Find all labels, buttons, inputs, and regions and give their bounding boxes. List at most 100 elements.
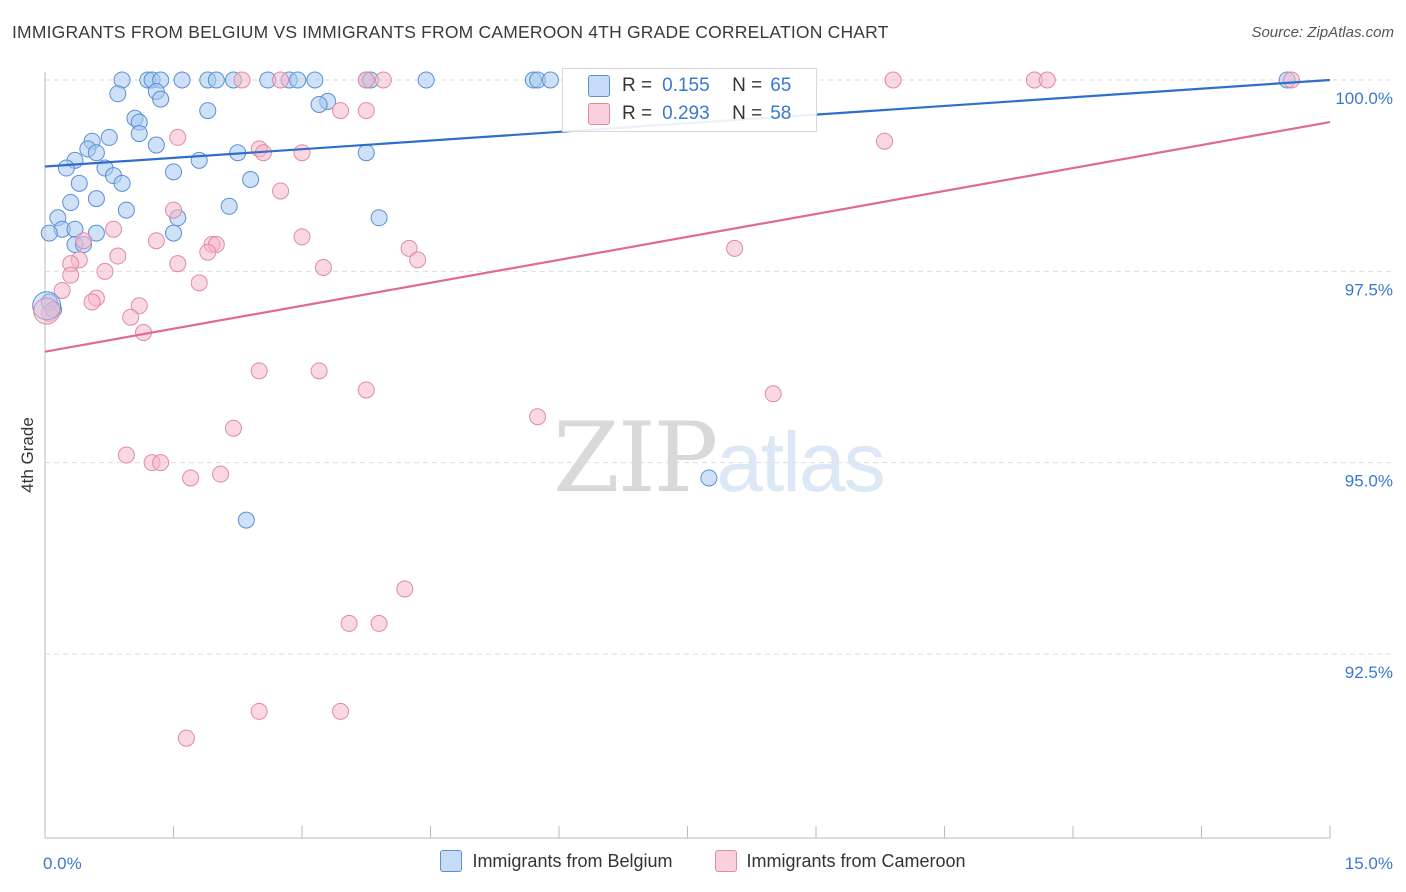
cameroon-point xyxy=(117,446,135,464)
cameroon-point xyxy=(357,71,375,89)
cameroon-point xyxy=(75,232,93,250)
belgium-point xyxy=(165,224,182,242)
belgium-point xyxy=(130,125,148,143)
belgium-point xyxy=(100,128,118,146)
y-tick-label: 100.0% xyxy=(1335,89,1393,108)
belgium-point xyxy=(117,201,135,219)
belgium-point xyxy=(147,136,165,154)
belgium-point xyxy=(62,193,80,211)
cameroon-point xyxy=(357,381,375,399)
belgium-point xyxy=(700,469,718,487)
belgium-point xyxy=(173,71,191,89)
belgium-point xyxy=(32,291,62,321)
cameroon-point xyxy=(400,239,418,257)
watermark-zip: ZIP xyxy=(553,402,718,514)
cameroon-point xyxy=(199,243,217,261)
cameroon-point xyxy=(293,228,311,246)
cameroon-point xyxy=(409,251,427,269)
cameroon-point xyxy=(1038,71,1056,89)
belgium-point xyxy=(165,163,182,181)
legend-item-cameroon: Immigrants from Cameroon xyxy=(714,850,966,872)
belgium-point xyxy=(57,159,75,177)
cameroon-point xyxy=(33,297,61,325)
x-tick-label: 0.0% xyxy=(43,854,82,873)
cameroon-point xyxy=(884,71,902,89)
cameroon-point xyxy=(272,182,290,200)
watermark: ZIPatlas xyxy=(553,402,886,514)
cameroon-point xyxy=(165,201,182,219)
belgium-point xyxy=(357,144,375,162)
cameroon-point xyxy=(62,266,80,284)
belgium-point xyxy=(237,511,255,529)
cameroon-swatch xyxy=(588,103,610,125)
r-value: 0.155 xyxy=(662,75,710,96)
belgium-point xyxy=(109,85,127,103)
belgium-point xyxy=(87,144,105,162)
cameroon-point xyxy=(109,247,127,265)
cameroon-point xyxy=(396,580,414,598)
cameroon-point xyxy=(182,469,200,487)
cameroon-point xyxy=(1282,71,1300,89)
belgium-point xyxy=(310,95,328,113)
belgium-swatch xyxy=(588,75,610,97)
belgium-point xyxy=(70,174,88,192)
r-label: R = xyxy=(622,103,653,124)
watermark-atlas: atlas xyxy=(716,415,885,509)
cameroon-point xyxy=(233,71,251,89)
stats-legend-row-cameroon: R = 0.293 N = 58 xyxy=(563,101,791,127)
cameroon-point xyxy=(332,102,350,120)
cameroon-point xyxy=(83,293,101,311)
cameroon-point xyxy=(332,702,350,720)
belgium-point xyxy=(207,71,225,89)
cameroon-point xyxy=(190,274,208,292)
y-tick-label: 92.5% xyxy=(1345,663,1393,682)
belgium-point xyxy=(242,170,260,188)
chart-title: IMMIGRANTS FROM BELGIUM VS IMMIGRANTS FR… xyxy=(12,22,889,42)
cameroon-point xyxy=(250,702,268,720)
cameroon-point xyxy=(212,465,230,483)
belgium-point xyxy=(417,71,435,89)
cameroon-point xyxy=(96,262,114,280)
cameroon-point xyxy=(764,385,782,403)
cameroon-legend-swatch xyxy=(714,850,737,872)
belgium-point xyxy=(40,224,58,242)
cameroon-point xyxy=(105,220,123,238)
stats-legend: R = 0.155 N = 65 R = 0.293 N = 58 xyxy=(562,68,817,132)
belgium-point xyxy=(541,71,559,89)
cameroon-point xyxy=(147,232,165,250)
belgium-point xyxy=(289,71,307,89)
y-tick-label: 95.0% xyxy=(1345,472,1393,491)
belgium-legend-swatch xyxy=(440,850,463,872)
cameroon-point xyxy=(293,144,311,162)
cameroon-point xyxy=(314,259,332,277)
cameroon-point xyxy=(357,102,375,120)
legend-item-belgium: Immigrants from Belgium xyxy=(440,850,673,872)
bottom-legend: Immigrants from Belgium Immigrants from … xyxy=(0,850,1406,872)
n-value: 58 xyxy=(770,103,792,124)
cameroon-point xyxy=(529,408,547,426)
cameroon-point xyxy=(370,614,388,632)
cameroon-point xyxy=(374,71,392,89)
y-axis-label: 4th Grade xyxy=(18,417,37,493)
legend-label-belgium: Immigrants from Belgium xyxy=(472,850,673,871)
cameroon-point xyxy=(272,71,290,89)
cameroon-point xyxy=(169,255,187,273)
cameroon-trendline xyxy=(44,121,1331,353)
cameroon-point xyxy=(152,454,170,472)
belgium-point xyxy=(113,174,131,192)
cameroon-point xyxy=(177,729,195,747)
belgium-point xyxy=(199,102,217,120)
belgium-point xyxy=(152,90,170,108)
cameroon-point xyxy=(250,362,268,380)
belgium-point xyxy=(220,197,238,215)
n-value: 65 xyxy=(770,75,792,96)
cameroon-point xyxy=(40,304,58,322)
belgium-point xyxy=(87,190,105,208)
legend-label-cameroon: Immigrants from Cameroon xyxy=(746,850,966,871)
belgium-point xyxy=(370,209,388,227)
stats-legend-row-belgium: R = 0.155 N = 65 xyxy=(563,73,791,99)
r-label: R = xyxy=(622,75,653,96)
cameroon-point xyxy=(310,362,328,380)
n-label: N = xyxy=(732,103,763,124)
